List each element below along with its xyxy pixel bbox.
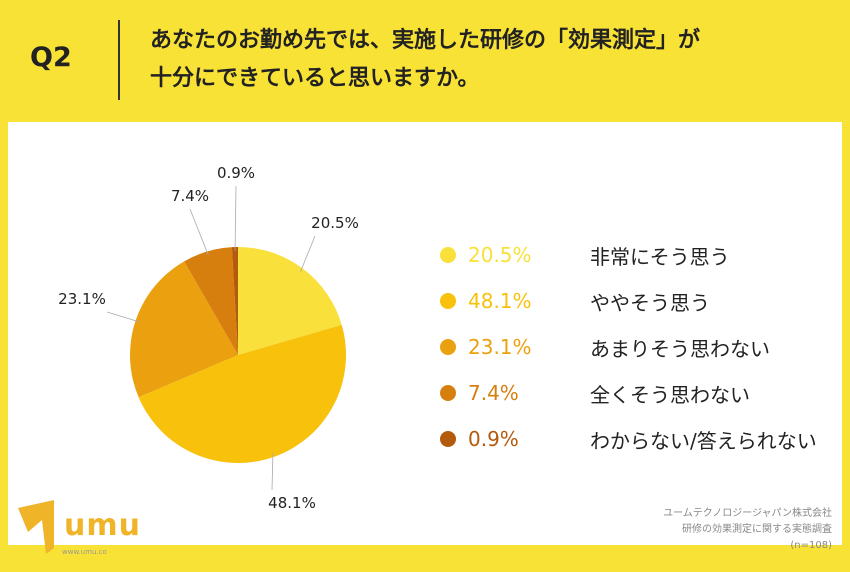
leader-line [106, 311, 140, 323]
pie-slice [238, 247, 342, 355]
company: ユームテクノロジージャパン株式会社 [663, 508, 832, 519]
logo-url: www.umu.co [62, 548, 107, 556]
question-title: あなたのお勤め先では、実施した研修の「効果測定」が 十分にできていると思いますか… [150, 22, 700, 98]
pie-slice [184, 247, 238, 355]
legend-item: 7.4% 全くそう思わない [440, 370, 817, 416]
legend-value: 7.4% [468, 381, 519, 405]
title-line-2: 十分にできていると思いますか。 [150, 66, 480, 91]
legend-value: 0.9% [468, 427, 519, 451]
legend-label: あまりそう思わない [590, 336, 770, 361]
question-number: Q2 [30, 42, 72, 73]
legend-swatch [440, 247, 456, 263]
data-label: 7.4% [171, 187, 209, 205]
legend-value: 20.5% [468, 243, 532, 267]
data-label: 20.5% [311, 214, 359, 232]
logo-text: umu [64, 508, 141, 543]
legend-item: 0.9% わからない/答えられない [440, 416, 817, 462]
survey-name: 研修の効果測定に関する実態調査 [682, 524, 832, 535]
data-label: 23.1% [58, 290, 106, 308]
legend-swatch [440, 339, 456, 355]
legend-swatch [440, 293, 456, 309]
pie-slice [130, 261, 238, 398]
sample-size: (n=108) [790, 540, 832, 551]
pie-slice [138, 324, 347, 464]
legend-value: 23.1% [468, 335, 532, 359]
legend-label: 全くそう思わない [590, 382, 750, 407]
umu-logo: umu www.umu.co [18, 500, 140, 560]
legend-item: 23.1% あまりそう思わない [440, 324, 817, 370]
leader-line [271, 452, 274, 491]
source-credit: ユームテクノロジージャパン株式会社 研修の効果測定に関する実態調査 (n=108… [663, 506, 832, 554]
legend-swatch [440, 431, 456, 447]
title-line-1: あなたのお勤め先では、実施した研修の「効果測定」が [150, 28, 701, 53]
legend-swatch [440, 385, 456, 401]
logo-mark-icon [18, 500, 54, 554]
pie-slice [231, 247, 238, 355]
legend-item: 48.1% ややそう思う [440, 278, 817, 324]
legend-item: 20.5% 非常にそう思う [440, 232, 817, 278]
legend-label: ややそう思う [590, 290, 710, 315]
data-label: 0.9% [217, 164, 255, 182]
leader-line [300, 235, 316, 272]
legend-label: わからない/答えられない [590, 428, 817, 453]
leader-line [234, 185, 237, 252]
leader-line [189, 208, 209, 256]
data-label: 48.1% [268, 494, 316, 512]
divider [118, 20, 120, 100]
legend: 20.5% 非常にそう思う 48.1% ややそう思う 23.1% あまりそう思わない 7.4… [440, 232, 817, 462]
legend-label: 非常にそう思う [590, 244, 730, 269]
legend-value: 48.1% [468, 289, 532, 313]
